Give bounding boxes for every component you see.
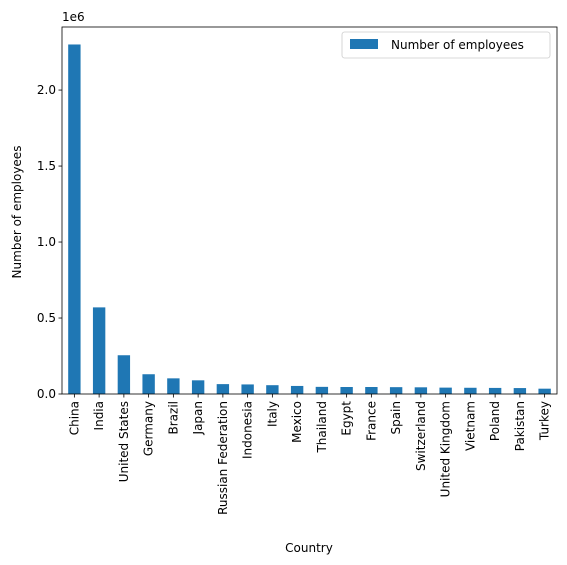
x-tick-label-5: Japan (191, 401, 205, 435)
bar-9 (290, 385, 304, 394)
x-tick-label-0: China (67, 401, 81, 435)
bar-2 (117, 355, 131, 394)
x-tick-label-19: Turkey (538, 401, 552, 441)
x-tick-label-3: Germany (142, 401, 156, 456)
x-tick-label-8: Italy (265, 401, 279, 427)
legend-swatch (350, 39, 378, 49)
axes-group: 0.0 0.5 1.0 1.5 2.0 China India United States Ge… (37, 26, 558, 515)
x-tick-label-16: Vietnam (463, 401, 477, 451)
legend: Number of employees (341, 31, 551, 59)
bar-10 (315, 386, 329, 394)
y-tick-label-1: 0.5 (37, 311, 56, 325)
x-tick-label-10: Thailand (315, 401, 329, 454)
bar-19 (538, 388, 551, 394)
bar-11 (340, 387, 353, 394)
legend-box (341, 31, 551, 59)
x-tick-label-18: Pakistan (513, 401, 527, 451)
x-tick-label-7: Indonesia (241, 401, 255, 459)
x-tick-label-11: Egypt (340, 401, 354, 436)
y-tick-label-0: 0.0 (37, 387, 56, 401)
bar-4 (167, 378, 180, 394)
x-tick-label-1: India (92, 401, 106, 430)
bar-16 (464, 387, 477, 394)
bar-6 (216, 384, 230, 394)
bar-7 (241, 384, 254, 394)
x-tick-label-6: Russian Federation (216, 401, 230, 515)
x-axis-label: Country (285, 541, 333, 555)
bar-17 (488, 387, 502, 394)
y-offset-label: 1e6 (62, 10, 85, 24)
y-axis-label: Number of employees (10, 146, 24, 279)
y-tick-label-3: 1.5 (37, 159, 56, 173)
x-tick-label-13: Spain (389, 401, 403, 435)
x-tick-label-14: Switzerland (414, 401, 428, 471)
bar-5 (191, 380, 205, 394)
legend-label: Number of employees (391, 38, 524, 52)
y-tick-label-2: 1.0 (37, 235, 56, 249)
x-tick-label-17: Poland (488, 401, 502, 441)
bars-group (68, 44, 551, 394)
bar-13 (389, 387, 403, 394)
x-tick-label-15: United Kingdom (439, 401, 453, 497)
y-tick-label-4: 2.0 (37, 83, 56, 97)
bar-0 (68, 44, 81, 394)
bar-1 (92, 307, 106, 394)
x-tick-label-9: Mexico (290, 401, 304, 443)
bar-15 (439, 387, 452, 394)
bar-18 (513, 388, 527, 394)
bar-14 (414, 387, 428, 394)
x-tick-label-12: France (364, 401, 378, 441)
bar-8 (266, 385, 279, 394)
x-tick-label-4: Brazil (166, 401, 180, 435)
bar-3 (142, 374, 155, 394)
bar-12 (365, 387, 378, 394)
x-tick-label-2: United States (117, 401, 131, 482)
plot-frame (61, 26, 558, 395)
